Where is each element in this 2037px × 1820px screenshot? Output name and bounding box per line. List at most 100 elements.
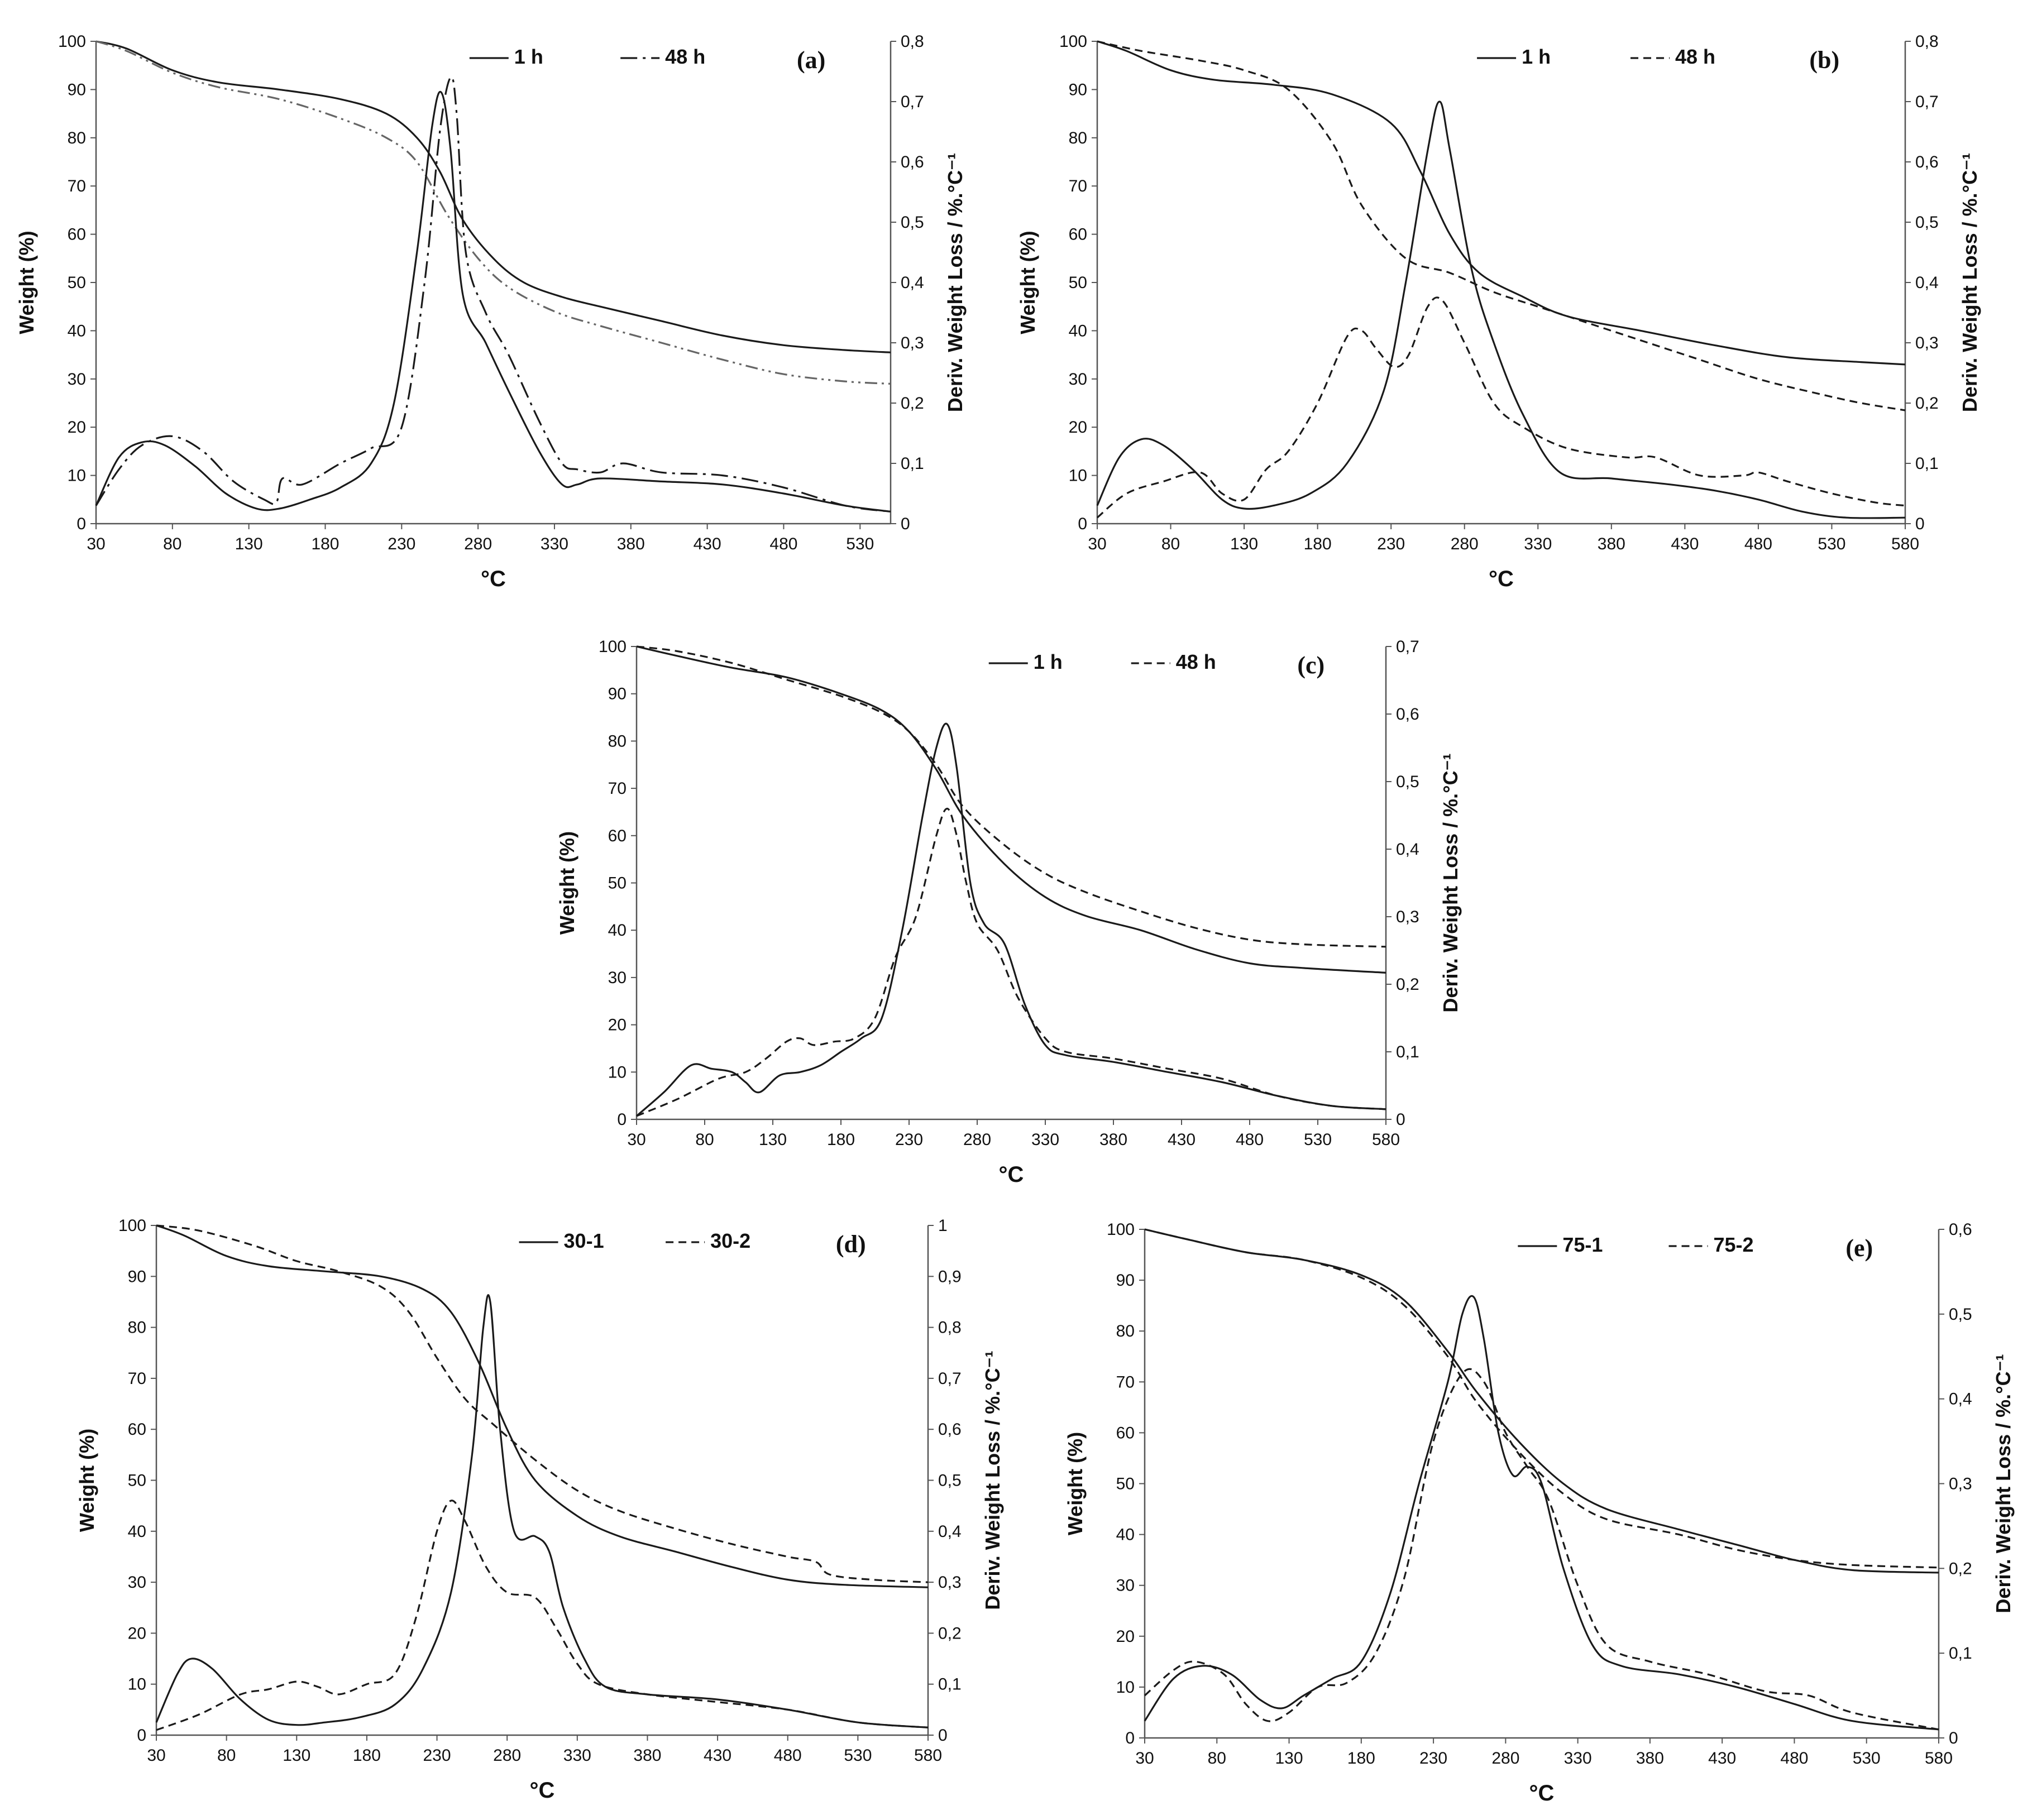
series-weight-1-h [636, 645, 1386, 974]
y2-tick-label: 0 [938, 1726, 948, 1745]
x-tick-label: 230 [1377, 535, 1405, 553]
series-weight-1-h [1097, 40, 1906, 366]
legend-label: 1 h [514, 45, 543, 68]
x-tick-label: 180 [827, 1131, 855, 1149]
chart-panel-c: 30 80 130 180 230 280 330 380 430 480 530 580 0 10 20 3… [556, 638, 1462, 1187]
x-tick-label: 180 [1304, 535, 1332, 553]
y2-tick-label: 0,5 [938, 1472, 962, 1490]
y2-tick-label: 0,3 [1949, 1475, 1972, 1493]
y2-tick-label: 0,7 [938, 1369, 962, 1388]
y2-tick-label: 0,5 [1915, 213, 1939, 232]
panel-label: (e) [1845, 1234, 1873, 1262]
x-tick-label: 580 [914, 1746, 942, 1765]
y2-tick-label: 0,1 [938, 1675, 962, 1694]
y2-tick-label: 0,7 [901, 93, 924, 111]
y2-tick-label: 0,2 [1396, 975, 1419, 994]
x-tick-label: 430 [1168, 1131, 1196, 1149]
x-axis-title: °C [999, 1162, 1024, 1187]
x-tick-label: 330 [1564, 1749, 1592, 1768]
y2-tick-label: 0,9 [938, 1267, 962, 1286]
series-derivative-75-1 [1144, 1295, 1939, 1731]
y2-tick-label: 0,2 [1915, 394, 1939, 413]
x-tick-label: 480 [1780, 1749, 1808, 1768]
y-tick-label: 40 [128, 1522, 146, 1541]
y2-tick-label: 0,8 [901, 32, 924, 51]
y2-tick-label: 0,1 [901, 454, 924, 473]
y-tick-label: 80 [1116, 1322, 1135, 1340]
x-tick-label: 430 [1708, 1749, 1736, 1768]
y-tick-label: 90 [1116, 1271, 1135, 1290]
y-tick-label: 100 [118, 1216, 146, 1235]
x-tick-label: 530 [844, 1746, 872, 1765]
x-tick-label: 430 [704, 1746, 731, 1765]
x-tick-label: 280 [1491, 1749, 1519, 1768]
y-tick-label: 10 [1116, 1678, 1135, 1697]
x-tick-label: 380 [617, 535, 645, 553]
y-axis-title: Weight (%) [15, 231, 38, 334]
y-tick-label: 50 [1116, 1475, 1135, 1493]
y-axis-title: Weight (%) [1064, 1432, 1087, 1535]
x-tick-label: 280 [963, 1131, 991, 1149]
y-tick-label: 0 [76, 515, 86, 533]
y2-tick-label: 0,4 [1396, 840, 1419, 859]
y2-tick-label: 0,1 [1915, 454, 1939, 473]
x-tick-label: 230 [388, 535, 415, 553]
y2-tick-label: 0,3 [1915, 334, 1939, 352]
x-tick-label: 530 [1853, 1749, 1881, 1768]
series-derivative-1-h [1096, 100, 1906, 519]
y-tick-label: 80 [608, 732, 627, 750]
y-tick-label: 30 [1069, 370, 1087, 389]
x-tick-label: 380 [1598, 535, 1625, 553]
x-tick-label: 80 [1161, 535, 1180, 553]
x-tick-label: 230 [1419, 1749, 1447, 1768]
x-tick-label: 230 [423, 1746, 451, 1765]
chart-panel-b: 30 80 130 180 230 280 330 380 430 480 530 580 0 10 20 3… [1016, 32, 1981, 591]
y-tick-label: 40 [1116, 1526, 1135, 1544]
y2-axis-title: Deriv. Weight Loss / %.°C⁻¹ [981, 1350, 1004, 1610]
legend-label: 1 h [1034, 650, 1063, 673]
x-tick-label: 30 [627, 1131, 645, 1149]
y2-tick-label: 0,4 [901, 274, 924, 292]
y2-tick-label: 0,3 [901, 334, 924, 352]
y2-tick-label: 0,3 [938, 1573, 962, 1592]
x-tick-label: 530 [846, 535, 874, 553]
x-axis-title: °C [1529, 1781, 1555, 1805]
y2-tick-label: 0,5 [901, 213, 924, 232]
y2-tick-label: 0,5 [1949, 1305, 1972, 1324]
x-tick-label: 30 [1135, 1749, 1154, 1768]
y-tick-label: 50 [68, 274, 86, 292]
x-tick-label: 280 [464, 535, 492, 553]
x-tick-label: 130 [1275, 1749, 1303, 1768]
x-tick-label: 280 [1451, 535, 1479, 553]
x-tick-label: 130 [1230, 535, 1258, 553]
y-tick-label: 90 [128, 1267, 146, 1286]
series-weight-75-1 [1144, 1228, 1939, 1574]
x-tick-label: 530 [1818, 535, 1845, 553]
panel-label: (a) [797, 46, 825, 74]
x-tick-label: 30 [147, 1746, 165, 1765]
x-tick-label: 330 [1031, 1131, 1059, 1149]
y2-tick-label: 0,7 [1915, 93, 1939, 111]
x-tick-label: 30 [1088, 535, 1106, 553]
series-weight-1-h [95, 40, 891, 353]
x-tick-label: 30 [87, 535, 105, 553]
x-tick-label: 430 [1671, 535, 1699, 553]
x-tick-label: 180 [353, 1746, 381, 1765]
y2-axis-title: Deriv. Weight Loss / %.°C⁻¹ [1439, 753, 1462, 1012]
series-derivative-30-2 [156, 1500, 929, 1731]
legend-label: 30-1 [564, 1229, 604, 1252]
x-tick-label: 330 [1524, 535, 1552, 553]
y-axis-title: Weight (%) [556, 831, 578, 935]
series-weight-48-h [95, 40, 891, 385]
y2-tick-label: 0,2 [938, 1624, 962, 1642]
chart-panel-a: 30 80 130 180 230 280 330 380 430 480 530 0 10 20 30 40… [15, 32, 967, 591]
x-tick-label: 480 [1744, 535, 1772, 553]
x-tick-label: 180 [1347, 1749, 1375, 1768]
x-tick-label: 130 [235, 535, 263, 553]
series-derivative-1-h [635, 722, 1386, 1117]
legend-label: 1 h [1522, 45, 1551, 68]
y-tick-label: 80 [128, 1319, 146, 1337]
y-tick-label: 40 [68, 322, 86, 340]
y2-tick-label: 0,4 [1949, 1390, 1972, 1409]
y-tick-label: 60 [1116, 1424, 1135, 1442]
